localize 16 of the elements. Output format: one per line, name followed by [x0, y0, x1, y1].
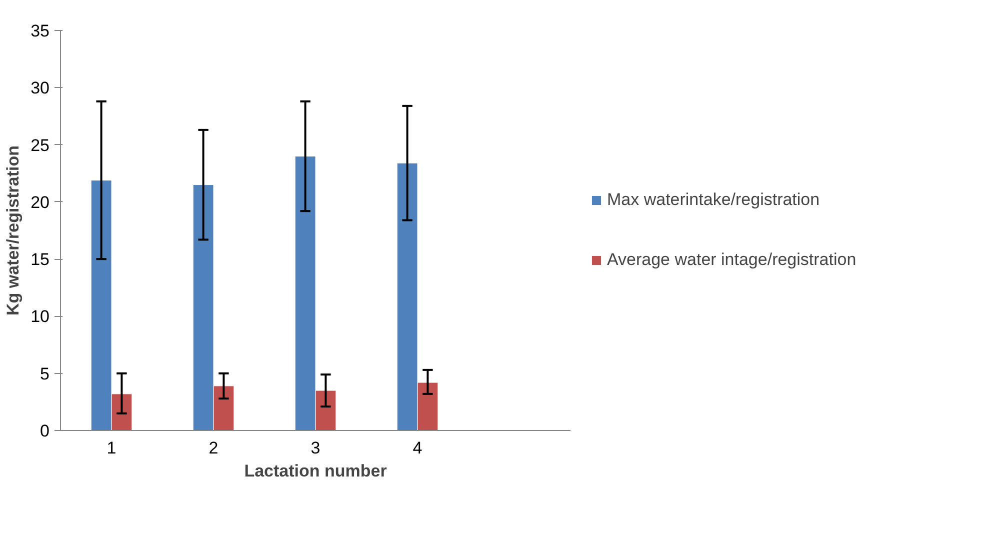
y-tick-label: 5: [40, 364, 50, 384]
x-axis-title: Lactation number: [244, 462, 388, 480]
y-tick-label: 25: [30, 136, 50, 155]
y-tick-label: 0: [40, 422, 50, 440]
x-tick-label: 3: [310, 438, 320, 458]
y-tick-label: 35: [30, 22, 50, 40]
y-axis-title: Kg water/registration: [4, 145, 23, 316]
y-tick-label: 15: [30, 250, 50, 270]
y-tick-label: 30: [30, 78, 50, 98]
legend-label: Max waterintake/registration: [607, 189, 820, 211]
x-tick-label: 1: [106, 438, 116, 458]
legend-label: Average water intage/registration: [607, 249, 856, 271]
x-tick-label: 4: [412, 438, 422, 458]
y-tick-label: 20: [30, 192, 50, 212]
y-tick-label: 10: [30, 307, 50, 326]
x-tick-label: 2: [208, 438, 218, 458]
